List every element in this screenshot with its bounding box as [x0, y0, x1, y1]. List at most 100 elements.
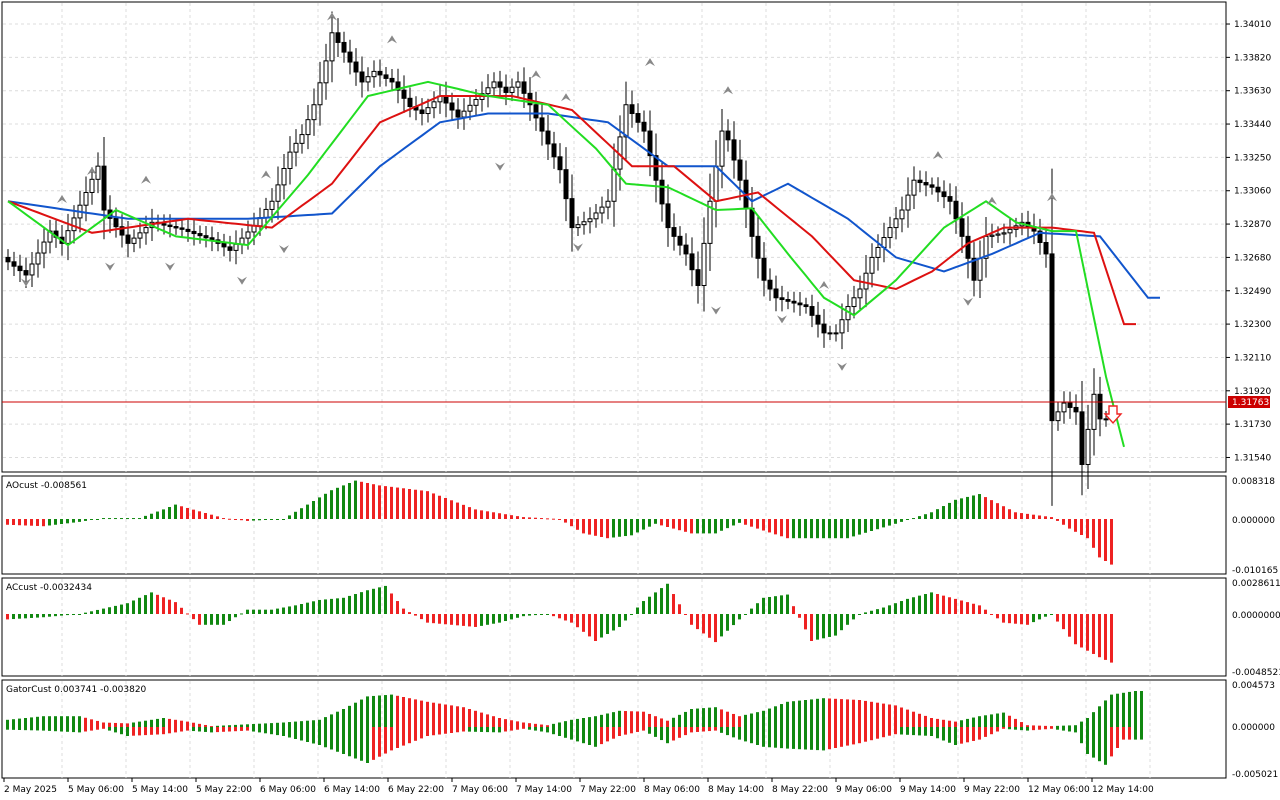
gator-upper-bar: [204, 724, 207, 727]
gator-lower-bar: [1134, 727, 1137, 740]
gator-upper-bar: [540, 724, 543, 727]
gator-upper-bar: [840, 699, 843, 727]
ac-up-bar: [870, 610, 873, 614]
ao-down-bar: [444, 498, 447, 519]
ao-down-bar: [600, 519, 603, 537]
gator-lower-bar: [564, 727, 567, 738]
ac-down-bar: [1098, 614, 1101, 658]
ao-up-bar: [654, 519, 657, 524]
ac-down-bar: [390, 593, 393, 614]
ac-up-bar: [222, 614, 225, 625]
ao-up-bar: [924, 514, 927, 519]
ac-down-bar: [6, 614, 9, 620]
ac-down-bar: [402, 608, 405, 614]
ao-down-bar: [1080, 519, 1083, 535]
gator-lower-bar: [474, 727, 477, 732]
ac-up-bar: [348, 595, 351, 614]
ao-down-bar: [222, 518, 225, 520]
gator-upper-bar: [462, 707, 465, 727]
ac-up-bar: [660, 588, 663, 614]
ao-up-bar: [918, 516, 921, 519]
bear-candle: [191, 230, 197, 235]
bear-candle: [161, 223, 167, 226]
ao-up-bar: [306, 504, 309, 519]
ao-down-bar: [18, 519, 21, 526]
ao-up-bar: [150, 513, 153, 519]
bull-candle: [299, 134, 305, 144]
ao-up-bar: [948, 502, 951, 519]
ac-up-bar: [36, 614, 39, 618]
gator-lower-bar: [552, 727, 555, 735]
ac-up-bar: [24, 614, 27, 619]
bear-candle: [647, 130, 653, 157]
gator-upper-bar: [642, 711, 645, 727]
gator-upper-bar: [474, 710, 477, 727]
gator-lower-bar: [426, 727, 429, 736]
ac-up-bar: [378, 587, 381, 614]
ac-down-bar: [702, 614, 705, 634]
ac-up-bar: [516, 614, 519, 618]
time-tick-label: 6 May 14:00: [324, 785, 380, 795]
price-tick-label: 1.32490: [1234, 287, 1271, 297]
gator-upper-bar: [702, 708, 705, 727]
ao-down-bar: [408, 489, 411, 519]
gator-lower-bar: [174, 727, 177, 733]
ao-up-bar: [354, 480, 357, 519]
gator-upper-bar: [1044, 725, 1047, 727]
gator-upper-bar: [684, 711, 687, 727]
gator-lower-bar: [30, 727, 33, 731]
ac-up-bar: [492, 614, 495, 624]
gator-lower-bar: [36, 727, 39, 731]
gator-lower-bar: [120, 727, 123, 735]
gator-lower-bar: [1038, 727, 1041, 730]
ao-down-bar: [558, 519, 561, 520]
bull-candle: [29, 263, 35, 276]
ao-up-bar: [738, 519, 741, 523]
ac-up-bar: [504, 614, 507, 622]
gator-lower-bar: [444, 727, 447, 734]
gator-upper-bar: [888, 704, 891, 727]
gator-upper-bar: [180, 720, 183, 727]
ac-up-bar: [18, 614, 21, 619]
ao-up-bar: [132, 518, 135, 520]
bear-candle: [443, 95, 449, 104]
gator-lower-bar: [792, 727, 795, 749]
gator-upper-bar: [1140, 691, 1143, 727]
gator-lower-bar: [636, 727, 639, 732]
ao-up-bar: [858, 519, 861, 535]
gator-upper-bar: [402, 697, 405, 727]
gator-upper-bar: [240, 724, 243, 727]
gator-upper-bar: [1056, 725, 1059, 727]
bull-candle: [599, 206, 605, 214]
bull-candle: [581, 221, 587, 226]
ac-up-bar: [864, 612, 867, 614]
ao-up-bar: [942, 506, 945, 519]
bear-candle: [503, 86, 509, 93]
time-tick-label: 5 May 22:00: [196, 785, 252, 795]
bull-candle: [875, 246, 881, 258]
ao-up-bar: [732, 519, 735, 526]
gator-upper-bar: [96, 720, 99, 727]
bear-candle: [755, 235, 761, 259]
ao-down-bar: [588, 519, 591, 535]
gator-lower-bar: [102, 727, 105, 729]
bull-candle: [293, 142, 299, 153]
ao-up-bar: [282, 519, 285, 520]
gator-upper-bar: [1122, 692, 1125, 727]
ac-down-bar: [462, 614, 465, 626]
ac-down-bar: [810, 614, 813, 641]
ao-down-bar: [564, 519, 567, 523]
gator-lower-bar: [804, 727, 807, 750]
gator-upper-bar: [774, 706, 777, 727]
gator-lower-bar: [24, 727, 27, 731]
price-axis: 1.34010 1.33820 1.33630 1.33440 1.33250 1.330…: [1226, 20, 1271, 463]
ac-up-bar: [270, 609, 273, 614]
gator-upper-bar: [864, 700, 867, 727]
ac-up-bar: [630, 614, 633, 615]
bull-candle: [431, 101, 437, 109]
gator-lower-bar: [342, 727, 345, 754]
fractal-down-icon: [237, 276, 247, 285]
time-tick-label: 5 May 14:00: [132, 785, 188, 795]
ac-down-bar: [444, 614, 447, 625]
